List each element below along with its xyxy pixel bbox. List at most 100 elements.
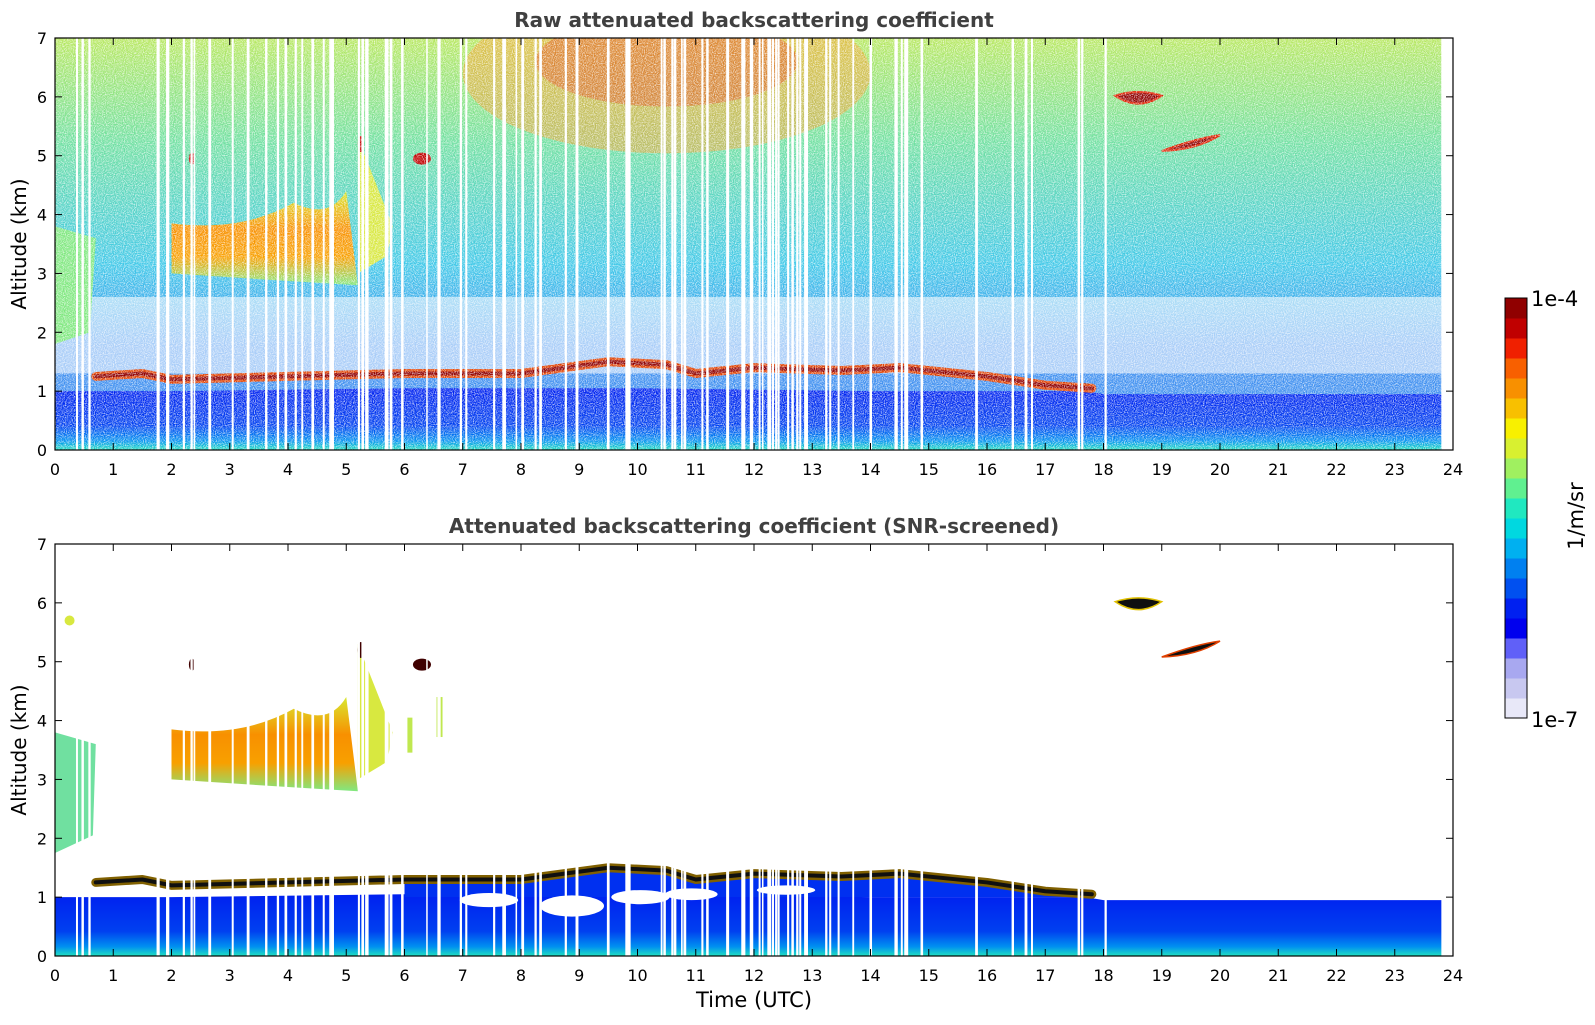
missing-profile bbox=[564, 38, 567, 450]
colorbar-segment bbox=[1505, 358, 1527, 379]
missing-profile bbox=[311, 544, 315, 956]
missing-profile bbox=[905, 38, 909, 450]
missing-profile bbox=[193, 38, 196, 450]
missing-profile bbox=[1031, 544, 1033, 956]
missing-profile bbox=[276, 38, 280, 450]
missing-profile bbox=[284, 544, 288, 956]
x-tick-label: 3 bbox=[225, 460, 235, 479]
missing-profile bbox=[384, 38, 388, 450]
x-tick-label: 20 bbox=[1210, 966, 1230, 985]
missing-profile bbox=[564, 544, 567, 956]
y-tick-label: 7 bbox=[37, 535, 47, 554]
x-tick-label: 1 bbox=[108, 966, 118, 985]
x-tick-label: 13 bbox=[802, 966, 822, 985]
x-tick-label: 19 bbox=[1152, 966, 1172, 985]
missing-profile bbox=[852, 544, 855, 956]
missing-profile bbox=[1077, 544, 1081, 956]
x-tick-label: 6 bbox=[399, 460, 409, 479]
cloud-speck bbox=[64, 615, 75, 626]
missing-profile bbox=[437, 544, 441, 956]
missing-profile bbox=[361, 544, 365, 956]
missing-profile bbox=[284, 38, 288, 450]
missing-profile bbox=[88, 38, 91, 450]
missing-profile bbox=[1077, 38, 1081, 450]
missing-profile bbox=[502, 544, 505, 956]
y-tick-label: 1 bbox=[37, 382, 47, 401]
colorbar-segment bbox=[1505, 498, 1527, 519]
missing-profile bbox=[389, 544, 393, 956]
missing-profile bbox=[166, 38, 169, 450]
missing-profile bbox=[265, 38, 268, 450]
panel1-plot-area bbox=[55, 38, 1453, 450]
missing-profile bbox=[627, 38, 631, 450]
x-tick-label: 22 bbox=[1326, 460, 1346, 479]
colorbar-segment bbox=[1505, 658, 1527, 679]
missing-profile bbox=[366, 544, 369, 956]
missing-profile bbox=[81, 38, 84, 450]
missing-profile bbox=[768, 544, 772, 956]
cloud-speck bbox=[412, 658, 431, 671]
missing-profile bbox=[493, 544, 496, 956]
colorbar-segment bbox=[1505, 578, 1527, 599]
missing-profile bbox=[465, 38, 468, 450]
missing-profile bbox=[459, 38, 462, 450]
missing-profile bbox=[900, 38, 903, 450]
x-tick-label: 21 bbox=[1268, 460, 1288, 479]
missing-profile bbox=[787, 544, 790, 956]
missing-profile bbox=[825, 38, 828, 450]
x-tick-label: 15 bbox=[919, 460, 939, 479]
x-tick-label: 5 bbox=[341, 966, 351, 985]
missing-profile bbox=[805, 38, 809, 450]
missing-profile bbox=[741, 38, 744, 450]
missing-profile bbox=[671, 38, 674, 450]
missing-profile bbox=[829, 544, 832, 956]
missing-profile bbox=[681, 38, 683, 450]
missing-profile bbox=[750, 38, 754, 450]
missing-profile bbox=[1011, 544, 1015, 956]
screened-hole bbox=[459, 893, 519, 908]
missing-profile bbox=[701, 38, 704, 450]
missing-profile bbox=[869, 38, 873, 450]
missing-profile bbox=[701, 544, 704, 956]
missing-profile bbox=[208, 544, 212, 956]
colorbar-min-label: 1e-7 bbox=[1531, 708, 1578, 732]
missing-profile bbox=[301, 38, 304, 450]
missing-profile bbox=[625, 544, 629, 956]
x-tick-label: 2 bbox=[166, 966, 176, 985]
x-tick-label: 4 bbox=[283, 460, 293, 479]
missing-profile bbox=[904, 544, 907, 956]
missing-profile bbox=[975, 38, 978, 450]
panel2-plot-area bbox=[55, 544, 1453, 956]
missing-profile bbox=[539, 38, 542, 450]
missing-profile bbox=[787, 38, 790, 450]
cloud-5km bbox=[1161, 640, 1221, 658]
y-tick-label: 2 bbox=[37, 323, 47, 342]
missing-profile bbox=[401, 38, 404, 450]
missing-profile bbox=[387, 544, 389, 956]
x-tick-label: 9 bbox=[574, 460, 584, 479]
missing-profile bbox=[775, 544, 778, 956]
colorbar-segment bbox=[1505, 638, 1527, 659]
missing-profile bbox=[767, 544, 770, 956]
missing-profile bbox=[387, 38, 389, 450]
colorbar-segment bbox=[1505, 538, 1527, 559]
y-tick-label: 5 bbox=[37, 147, 47, 166]
missing-profile bbox=[357, 38, 360, 450]
missing-profile bbox=[311, 38, 315, 450]
missing-profile bbox=[791, 38, 794, 450]
y-tick-label: 6 bbox=[37, 88, 47, 107]
missing-profile bbox=[771, 544, 775, 956]
missing-profile bbox=[534, 38, 537, 450]
colorbar-segment bbox=[1505, 478, 1527, 499]
missing-profile bbox=[829, 38, 832, 450]
colorbar-segment bbox=[1505, 518, 1527, 539]
missing-profile bbox=[75, 38, 78, 450]
missing-profile bbox=[322, 544, 325, 956]
panel2-xlabel: Time (UTC) bbox=[695, 988, 812, 1012]
missing-profile bbox=[389, 38, 393, 450]
missing-profile bbox=[331, 38, 334, 450]
screened-hole bbox=[665, 888, 718, 901]
colorbar-segment bbox=[1505, 558, 1527, 579]
missing-profile bbox=[365, 38, 368, 450]
y-tick-label: 7 bbox=[37, 29, 47, 48]
